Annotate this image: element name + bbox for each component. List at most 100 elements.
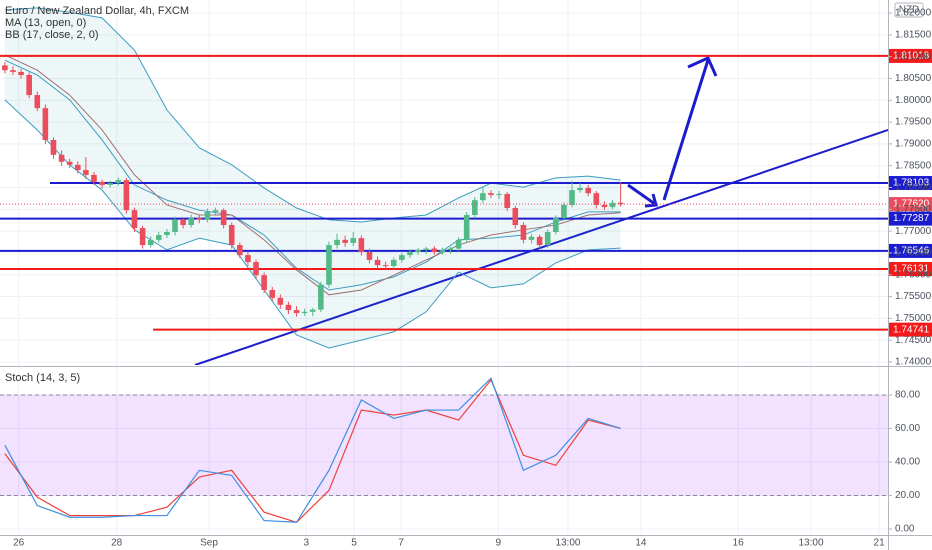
candle-body <box>26 75 32 96</box>
candle-body <box>253 262 259 276</box>
y-tick-label: 1.81000 <box>895 51 932 62</box>
y-tick-label: 0.00 <box>895 524 915 535</box>
level-label: 1.76131 <box>893 264 930 275</box>
x-tick-label: 14 <box>635 538 647 549</box>
trend-line <box>194 129 888 365</box>
x-tick-label: 21 <box>874 538 886 549</box>
x-tick-label: 28 <box>111 538 123 549</box>
candle-body <box>593 193 600 205</box>
y-tick-label: 1.80000 <box>895 95 932 106</box>
candle-body <box>204 211 211 220</box>
x-tick-label: 26 <box>13 538 25 549</box>
y-tick-label: 1.76000 <box>895 269 932 280</box>
candle-body <box>269 289 276 298</box>
y-tick-label: 1.78500 <box>895 160 932 171</box>
stoch-title: Stoch (14, 3, 5) <box>5 372 80 384</box>
candle-body <box>358 238 365 253</box>
stoch-d <box>4 378 621 523</box>
candle-body <box>196 218 203 220</box>
candle-body <box>180 219 186 226</box>
y-tick-label: 60.00 <box>895 423 920 434</box>
y-tick-label: 1.77500 <box>895 204 932 215</box>
candle-body <box>42 108 49 140</box>
candle-body <box>99 181 105 185</box>
candle-body <box>455 239 462 249</box>
candle-body <box>293 310 300 314</box>
y-tick-label: 1.74000 <box>895 357 932 368</box>
candle-body <box>50 139 57 155</box>
candle-body <box>91 174 97 182</box>
y-tick-label: 1.74500 <box>895 335 932 346</box>
candle-body <box>10 70 16 72</box>
candle-body <box>463 214 470 240</box>
x-tick-label: 13:00 <box>799 538 824 549</box>
candle-body <box>480 193 486 201</box>
candle-body <box>423 248 429 250</box>
candle-body <box>156 235 162 240</box>
y-tick-label: 1.82000 <box>895 8 932 19</box>
y-tick-label: 1.79500 <box>895 117 932 128</box>
candle-body <box>617 202 624 205</box>
indicator-label: BB (17, close, 2, 0) <box>5 29 99 41</box>
x-tick-label: 13:00 <box>555 538 580 549</box>
candle-body <box>301 311 308 314</box>
level-label-box <box>889 48 932 63</box>
grid <box>0 0 888 535</box>
candle-body <box>447 248 454 250</box>
candle-body <box>58 154 65 162</box>
candle-body <box>212 210 219 212</box>
candle-body <box>74 164 81 171</box>
candle-body <box>561 204 567 219</box>
level-label-box <box>889 176 932 191</box>
y-tick-label: 1.77000 <box>895 226 932 237</box>
y-tick-label: 80.00 <box>895 390 920 401</box>
arrow-head <box>687 56 718 77</box>
candle-body <box>390 259 397 267</box>
candle-body <box>147 239 154 246</box>
overlay: 1.81018 1.78103 1.77287 1.76546 1.76131 1.747… <box>889 48 932 337</box>
candle-body <box>585 187 592 194</box>
bb-lower <box>4 99 621 349</box>
y-tick-label: 1.78000 <box>895 182 932 193</box>
candle-body <box>318 284 324 310</box>
candle-body <box>2 65 8 71</box>
candle-body <box>350 238 357 243</box>
level-label: 1.81018 <box>893 51 930 62</box>
candle-body <box>83 170 89 175</box>
bb-upper <box>4 7 621 223</box>
candle-body <box>139 228 146 246</box>
arrow <box>662 59 710 201</box>
candle-body <box>107 183 113 185</box>
x-tick-label: 3 <box>303 538 309 549</box>
candle-body <box>285 304 292 311</box>
candle-body <box>504 194 510 209</box>
candle-body <box>131 210 138 229</box>
candle-body <box>431 248 438 253</box>
candle-body <box>601 204 608 208</box>
x-tick-label: 9 <box>496 538 502 549</box>
candle-body <box>439 249 446 253</box>
candle-body <box>374 259 381 266</box>
candle-body <box>399 255 405 260</box>
stoch-k <box>4 377 621 523</box>
candle-body <box>309 309 316 312</box>
arrow-head <box>644 193 658 208</box>
last-price-box <box>889 197 932 212</box>
stoch-pane <box>0 377 888 523</box>
candle-body <box>569 190 575 205</box>
candle-body <box>66 161 73 165</box>
candle-body <box>326 245 332 285</box>
candle-body <box>553 218 559 232</box>
candle-body <box>366 252 373 260</box>
candle-body <box>172 219 178 232</box>
y-tick-label: 1.79000 <box>895 139 932 150</box>
level-label-box <box>889 262 932 277</box>
candle-body <box>228 225 235 246</box>
candle-body <box>415 249 421 253</box>
candle-body <box>237 245 243 256</box>
candle-body <box>115 180 122 184</box>
y-tick-label: 20.00 <box>895 490 920 501</box>
price-pane <box>0 7 888 365</box>
candle-body <box>220 210 227 226</box>
level-label: 1.77287 <box>893 213 930 224</box>
